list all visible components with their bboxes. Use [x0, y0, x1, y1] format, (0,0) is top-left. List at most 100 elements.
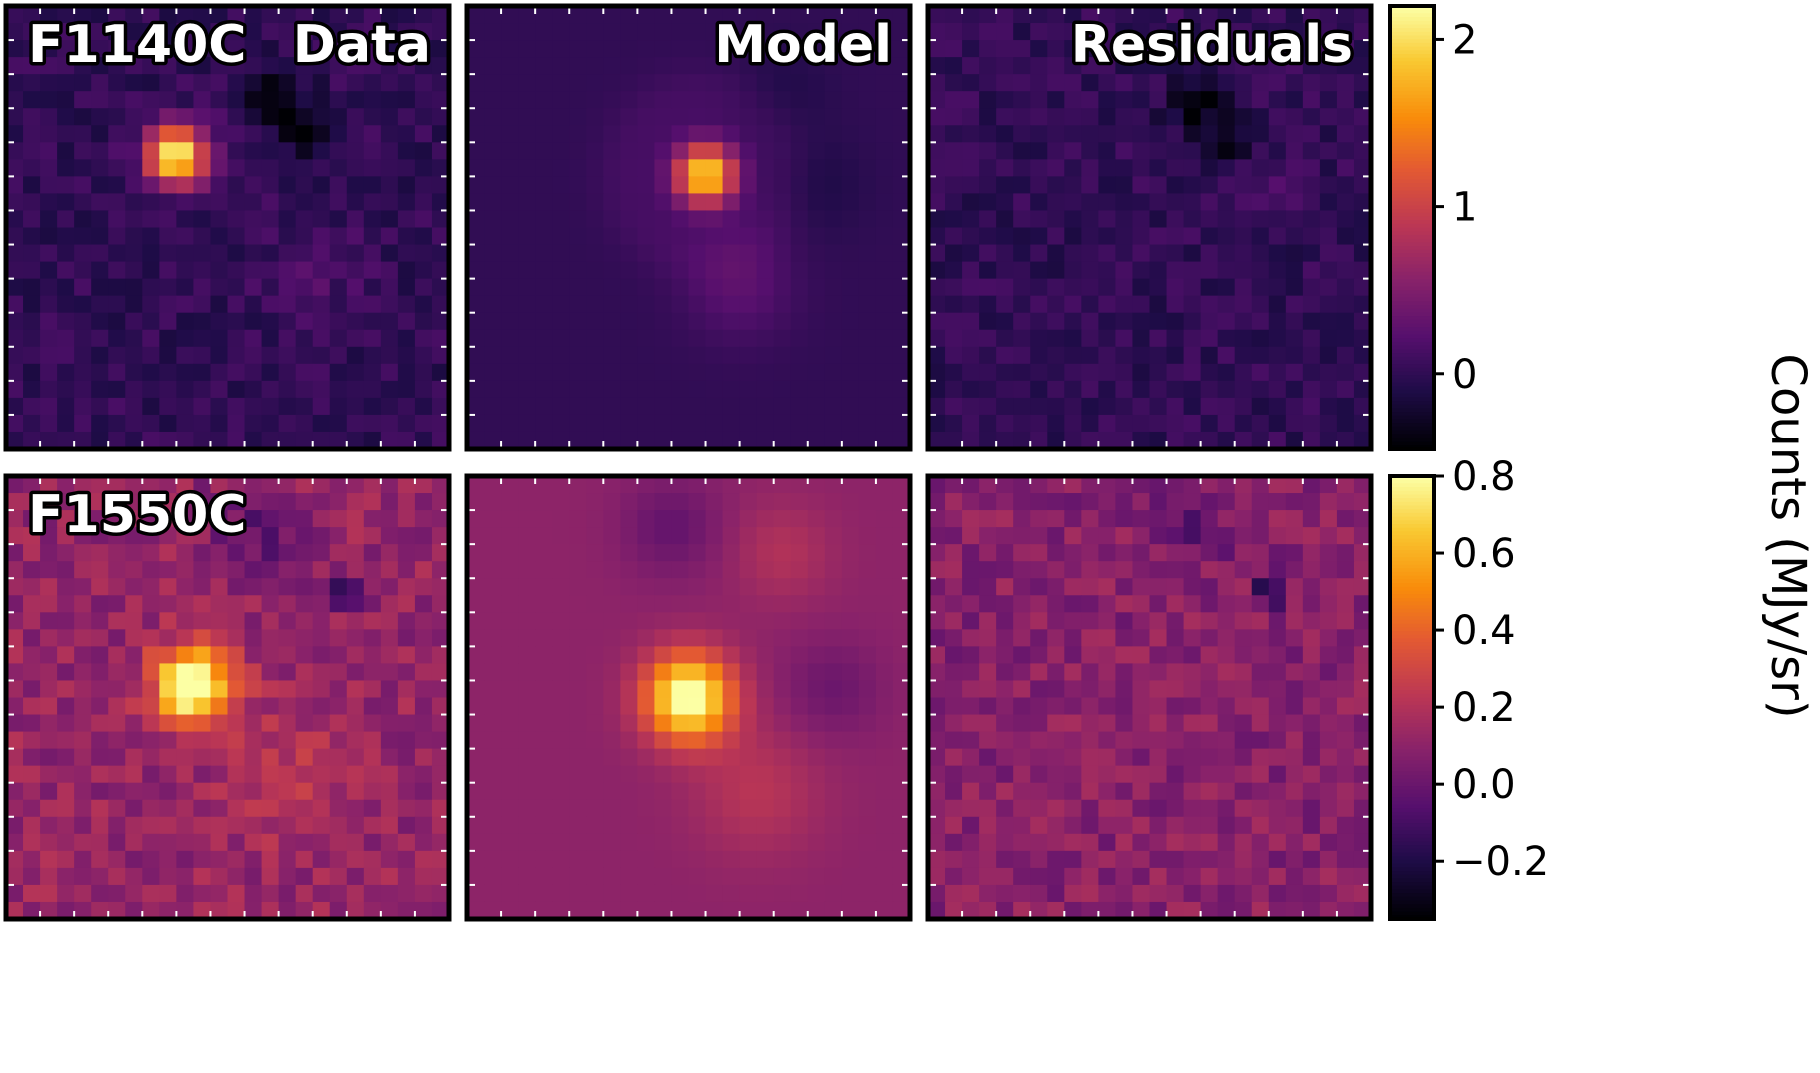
heatmap-cell — [414, 176, 433, 195]
heatmap-cell — [1132, 663, 1151, 682]
heatmap-cell — [74, 561, 92, 579]
heatmap-cell — [654, 329, 673, 348]
heatmap-cell — [756, 380, 775, 399]
heatmap-cell — [414, 108, 433, 126]
heatmap-cell — [518, 244, 536, 263]
heatmap-cell — [875, 714, 894, 733]
heatmap-cell — [603, 884, 621, 903]
heatmap-cell — [841, 867, 860, 886]
heatmap-cell — [1098, 346, 1117, 365]
heatmap-cell — [261, 363, 280, 382]
heatmap-cell — [1268, 91, 1287, 109]
heatmap-cell — [979, 595, 997, 613]
heatmap-cell — [945, 261, 963, 280]
heatmap-cell — [739, 561, 758, 579]
heatmap-cell — [807, 91, 826, 109]
heatmap-cell — [979, 612, 997, 630]
heatmap-cell — [1183, 731, 1202, 750]
heatmap-cell — [996, 414, 1014, 433]
heatmap-cell — [397, 731, 416, 750]
heatmap-cell — [790, 697, 809, 716]
heatmap-cell — [1268, 125, 1287, 143]
heatmap-cell — [142, 527, 160, 545]
heatmap-cell — [431, 193, 450, 212]
heatmap-cell — [1149, 91, 1168, 109]
heatmap-cell — [1251, 765, 1270, 784]
heatmap-cell — [1166, 142, 1185, 160]
heatmap-cell — [1302, 867, 1321, 886]
heatmap-cell — [57, 312, 75, 331]
heatmap-cell — [979, 414, 997, 433]
heatmap-cell — [295, 867, 314, 886]
heatmap-cell — [159, 431, 177, 450]
heatmap-cell — [1217, 91, 1236, 109]
heatmap-cell — [467, 510, 485, 528]
heatmap-cell — [1353, 295, 1372, 314]
heatmap-cell — [23, 414, 41, 433]
heatmap-cell — [363, 714, 382, 733]
heatmap-cell — [637, 414, 656, 433]
heatmap-cell — [671, 159, 690, 177]
heatmap-cell — [1098, 833, 1117, 852]
heatmap-cell — [535, 278, 553, 297]
heatmap-cell — [227, 125, 246, 143]
heatmap-cell — [1336, 244, 1355, 263]
heatmap-cell — [40, 612, 58, 630]
colorbar-swatch — [1390, 9, 1434, 15]
heatmap-cell — [945, 799, 963, 818]
heatmap-cell — [979, 748, 997, 767]
heatmap-cell — [637, 108, 656, 126]
colorbar-swatch — [1390, 487, 1434, 492]
heatmap-cell — [552, 57, 570, 75]
frame-row1-panel1 — [3, 3, 452, 452]
heatmap-cell — [552, 295, 570, 314]
heatmap-cell — [1200, 91, 1219, 109]
heatmap-cell — [1319, 697, 1338, 716]
heatmap-cell — [1166, 397, 1185, 416]
heatmap-cell — [1336, 23, 1355, 41]
heatmap-cell — [756, 578, 775, 596]
heatmap-cell — [945, 210, 963, 229]
heatmap-cell — [603, 329, 621, 348]
heatmap-cell — [261, 748, 280, 767]
heatmap-cell — [688, 261, 707, 280]
heatmap-cell — [501, 884, 519, 903]
heatmap-cell — [467, 346, 485, 365]
heatmap-cell — [1081, 91, 1099, 109]
heatmap-cell — [722, 176, 741, 195]
heatmap-cell — [979, 833, 997, 852]
heatmap-cell — [1047, 561, 1065, 579]
heatmap-cell — [1336, 278, 1355, 297]
heatmap-cell — [671, 748, 690, 767]
heatmap-cell — [125, 159, 143, 177]
heatmap-cell — [1251, 612, 1270, 630]
heatmap-cell — [210, 295, 229, 314]
heatmap-cell — [1234, 57, 1253, 75]
heatmap-cell — [1302, 380, 1321, 399]
heatmap-cell — [841, 159, 860, 177]
heatmap-cell — [1149, 40, 1168, 58]
heatmap-cell — [962, 57, 980, 75]
heatmap-cell — [569, 431, 587, 450]
heatmap-cell — [841, 850, 860, 869]
heatmap-cell — [193, 380, 212, 399]
heatmap-cell — [875, 125, 894, 143]
heatmap-cell — [569, 227, 587, 246]
heatmap-cell — [210, 527, 229, 545]
heatmap-cell — [569, 397, 587, 416]
heatmap-cell — [431, 261, 450, 280]
heatmap-cell — [637, 91, 656, 109]
heatmap-cell — [928, 363, 946, 382]
heatmap-cell — [227, 363, 246, 382]
heatmap-cell — [586, 544, 604, 562]
heatmap-cell — [227, 731, 246, 750]
heatmap-cell — [1183, 74, 1202, 92]
heatmap-cell — [244, 833, 263, 852]
heatmap-cell — [1268, 527, 1287, 545]
heatmap-cell — [773, 901, 792, 920]
heatmap-cell — [414, 23, 433, 41]
heatmap-cell — [1200, 595, 1219, 613]
heatmap-cell — [1098, 714, 1117, 733]
heatmap-cell — [501, 125, 519, 143]
heatmap-cell — [773, 510, 792, 528]
